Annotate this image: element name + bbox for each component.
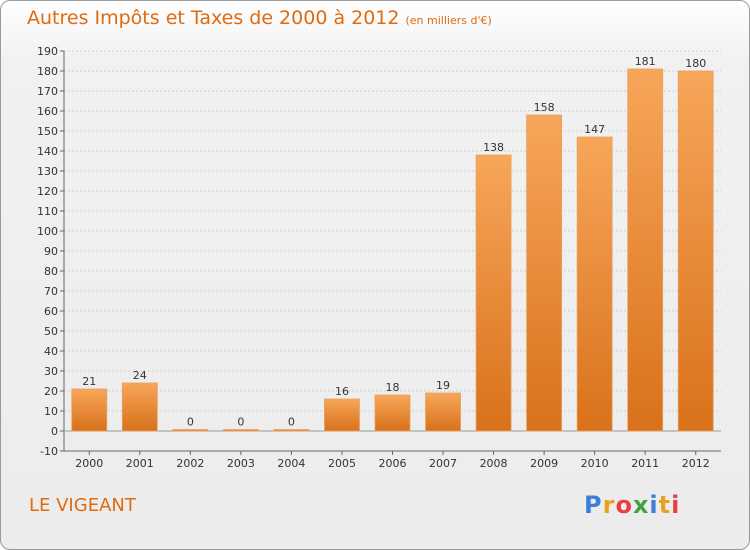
x-tick-label: 2005 [328, 457, 356, 470]
y-tick-label: 140 [37, 145, 58, 158]
x-tick-label: 2004 [277, 457, 305, 470]
y-tick-label: 190 [37, 45, 58, 58]
bar [273, 429, 310, 432]
y-tick-label: 90 [44, 245, 58, 258]
x-tick-label: 2003 [227, 457, 255, 470]
data-label: 0 [288, 416, 295, 429]
y-tick-label: 50 [44, 325, 58, 338]
logo-letter: t [658, 491, 672, 519]
logo-letter: x [632, 491, 650, 519]
x-tick-label: 2010 [581, 457, 609, 470]
chart-unit: (en milliers d'€) [405, 14, 492, 27]
y-tick-label: 60 [44, 305, 58, 318]
logo-letter: P [584, 491, 603, 519]
x-tick-label: 2000 [75, 457, 103, 470]
y-tick-label: 180 [37, 65, 58, 78]
bar [71, 388, 108, 432]
logo-letter: r [602, 491, 616, 519]
data-label: 18 [386, 381, 400, 394]
data-label: 147 [584, 123, 605, 136]
data-label: 180 [685, 57, 706, 70]
y-tick-label: 150 [37, 125, 58, 138]
data-label: 158 [534, 101, 555, 114]
y-tick-label: 80 [44, 265, 58, 278]
x-tick-label: 2001 [126, 457, 154, 470]
bar [677, 70, 714, 432]
data-label: 24 [133, 369, 147, 382]
x-tick-label: 2008 [480, 457, 508, 470]
y-tick-label: 20 [44, 385, 58, 398]
bar [172, 429, 209, 432]
data-label: 16 [335, 385, 349, 398]
y-tick-label: 130 [37, 165, 58, 178]
logo-letter: o [615, 491, 633, 519]
bar [324, 398, 360, 432]
x-tick-label: 2009 [530, 457, 558, 470]
chart-title: Autres Impôts et Taxes de 2000 à 2012 (en… [27, 7, 492, 29]
bar [475, 154, 512, 432]
data-label: 181 [635, 55, 656, 68]
data-label: 0 [237, 416, 244, 429]
bar [222, 429, 259, 432]
bar [627, 68, 664, 432]
data-label: 21 [82, 375, 96, 388]
bar [526, 114, 563, 432]
x-tick-label: 2007 [429, 457, 457, 470]
data-label: 19 [436, 379, 450, 392]
bar [576, 136, 613, 432]
data-label: 138 [483, 141, 504, 154]
y-tick-label: 160 [37, 105, 58, 118]
y-tick-label: 70 [44, 285, 58, 298]
y-tick-label: 0 [51, 425, 58, 438]
proxiti-logo: Proxiti [584, 491, 680, 519]
y-tick-label: 120 [37, 185, 58, 198]
y-tick-label: 10 [44, 405, 58, 418]
x-tick-label: 2002 [176, 457, 204, 470]
y-tick-label: 170 [37, 85, 58, 98]
x-tick-label: 2006 [379, 457, 407, 470]
logo-letter: i [649, 491, 659, 519]
bar [425, 392, 461, 432]
y-tick-label: -10 [40, 445, 58, 458]
x-tick-label: 2011 [631, 457, 659, 470]
data-label: 0 [187, 416, 194, 429]
x-tick-label: 2012 [682, 457, 710, 470]
y-tick-label: 30 [44, 365, 58, 378]
place-label: LE VIGEANT [29, 495, 136, 516]
bar [121, 382, 158, 432]
y-tick-label: 110 [37, 205, 58, 218]
bar [374, 394, 411, 432]
y-tick-label: 40 [44, 345, 58, 358]
y-tick-label: 100 [37, 225, 58, 238]
logo-letter: i [671, 491, 681, 519]
